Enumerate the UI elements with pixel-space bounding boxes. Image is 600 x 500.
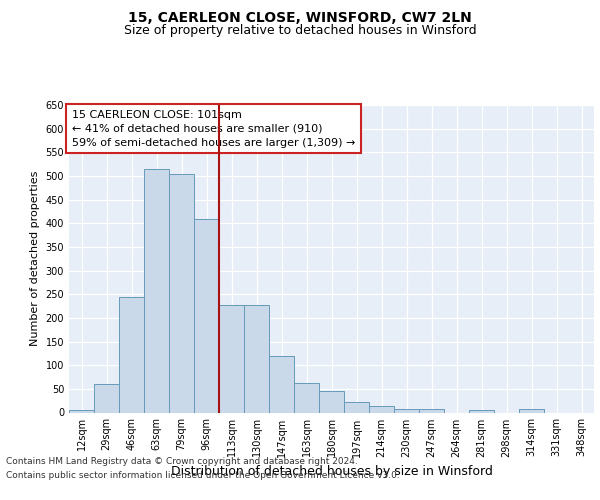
Bar: [244, 304, 269, 412]
Bar: [269, 356, 294, 412]
Y-axis label: Number of detached properties: Number of detached properties: [30, 171, 40, 346]
Bar: [69, 410, 94, 412]
Bar: [194, 218, 219, 412]
Bar: [219, 304, 244, 412]
Bar: [469, 410, 494, 412]
Bar: [519, 409, 544, 412]
Bar: [394, 408, 419, 412]
Bar: [119, 296, 144, 412]
Bar: [319, 391, 344, 412]
Bar: [369, 406, 394, 412]
Text: Contains public sector information licensed under the Open Government Licence v3: Contains public sector information licen…: [6, 471, 400, 480]
Text: Size of property relative to detached houses in Winsford: Size of property relative to detached ho…: [124, 24, 476, 37]
Bar: [169, 174, 194, 412]
X-axis label: Distribution of detached houses by size in Winsford: Distribution of detached houses by size …: [170, 465, 493, 478]
Text: 15, CAERLEON CLOSE, WINSFORD, CW7 2LN: 15, CAERLEON CLOSE, WINSFORD, CW7 2LN: [128, 11, 472, 25]
Bar: [344, 402, 369, 412]
Bar: [419, 408, 444, 412]
Bar: [94, 384, 119, 412]
Bar: [144, 169, 169, 412]
Bar: [294, 382, 319, 412]
Text: Contains HM Land Registry data © Crown copyright and database right 2024.: Contains HM Land Registry data © Crown c…: [6, 458, 358, 466]
Text: 15 CAERLEON CLOSE: 101sqm
← 41% of detached houses are smaller (910)
59% of semi: 15 CAERLEON CLOSE: 101sqm ← 41% of detac…: [71, 110, 355, 148]
